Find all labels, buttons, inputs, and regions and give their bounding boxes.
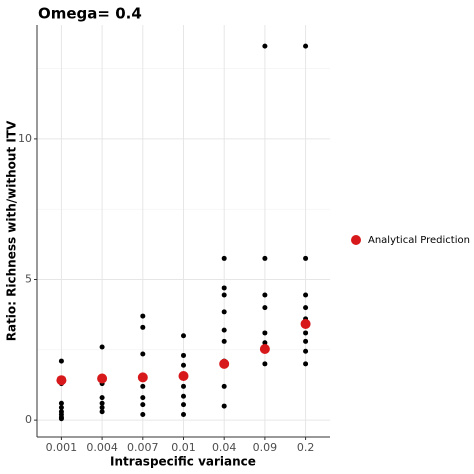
point — [181, 412, 186, 418]
point — [303, 330, 309, 336]
point — [303, 348, 309, 354]
y-tick-label: 0 — [25, 413, 32, 426]
point — [303, 338, 309, 344]
point — [140, 402, 146, 408]
point — [221, 285, 227, 291]
legend-marker — [351, 235, 361, 245]
x-tick-label: 0.09 — [253, 441, 278, 454]
prediction-point — [219, 358, 230, 369]
point — [221, 255, 227, 261]
point — [221, 383, 227, 389]
legend-label: Analytical Prediction — [368, 235, 470, 246]
point — [262, 43, 268, 49]
point — [140, 324, 146, 330]
point — [181, 393, 186, 399]
point — [181, 362, 186, 368]
x-axis-title: Intraspecific variance — [110, 455, 256, 469]
prediction-point — [300, 318, 311, 329]
point — [58, 404, 64, 410]
point — [303, 292, 309, 298]
prediction-point — [178, 370, 189, 381]
point — [221, 403, 227, 409]
point — [303, 305, 309, 311]
point — [221, 309, 227, 315]
point — [262, 255, 268, 261]
point — [99, 400, 105, 406]
point — [181, 352, 186, 358]
point — [58, 416, 64, 422]
x-tick-label: 0.001 — [46, 441, 78, 454]
x-tick-label: 0.2 — [297, 441, 315, 454]
point — [58, 358, 64, 364]
point — [303, 255, 309, 261]
point — [262, 340, 268, 346]
prediction-point — [137, 372, 148, 383]
point — [262, 305, 268, 311]
chart-title: Omega= 0.4 — [38, 5, 142, 23]
point — [140, 313, 146, 319]
point — [99, 395, 105, 401]
x-tick-label: 0.01 — [171, 441, 196, 454]
x-tick-label: 0.007 — [127, 441, 159, 454]
point — [262, 361, 268, 367]
point — [99, 409, 105, 415]
point — [181, 383, 186, 389]
point — [221, 292, 227, 298]
y-tick-label: 5 — [25, 273, 32, 286]
point — [262, 330, 268, 336]
point — [58, 400, 64, 406]
point — [140, 412, 146, 418]
y-axis-title: Ratio: Richness with/without ITV — [5, 120, 19, 341]
point — [99, 404, 105, 410]
point — [262, 292, 268, 298]
point — [221, 327, 227, 333]
prediction-point — [97, 373, 108, 384]
point — [140, 383, 146, 389]
point — [303, 361, 309, 367]
point — [221, 338, 227, 344]
prediction-point — [259, 343, 270, 354]
point — [140, 351, 146, 357]
point — [181, 402, 186, 408]
y-tick-label: 10 — [18, 132, 32, 145]
prediction-point — [56, 375, 67, 386]
point — [140, 395, 146, 401]
point — [181, 333, 186, 339]
x-tick-label: 0.04 — [212, 441, 237, 454]
point — [303, 43, 309, 49]
point — [99, 344, 105, 350]
x-tick-label: 0.004 — [86, 441, 118, 454]
